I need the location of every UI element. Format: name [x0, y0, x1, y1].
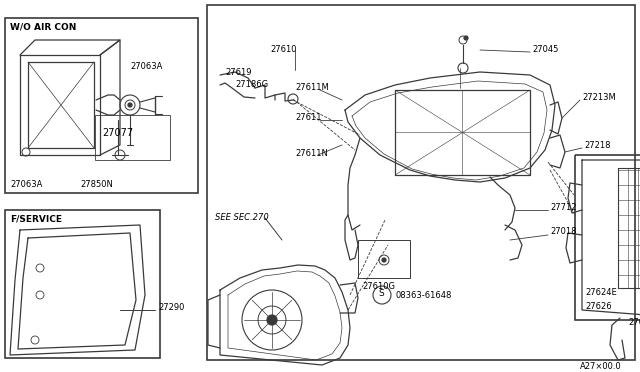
- Text: 27620: 27620: [628, 318, 640, 327]
- Circle shape: [464, 36, 468, 40]
- Bar: [618, 168, 640, 288]
- Bar: [575, 155, 640, 320]
- Text: 27611N: 27611N: [295, 148, 328, 157]
- Text: W/O AIR CON: W/O AIR CON: [10, 22, 76, 31]
- Text: 27626: 27626: [585, 302, 612, 311]
- Text: 27610: 27610: [270, 45, 296, 54]
- Circle shape: [128, 103, 132, 107]
- Text: 27624E: 27624E: [585, 288, 617, 297]
- Text: 27611M: 27611M: [295, 83, 329, 93]
- Text: 27213M: 27213M: [582, 93, 616, 102]
- Circle shape: [267, 315, 277, 325]
- Text: 27063A: 27063A: [10, 180, 42, 189]
- Text: 27850N: 27850N: [80, 180, 113, 189]
- Circle shape: [382, 258, 386, 262]
- Text: 27712: 27712: [550, 202, 577, 212]
- Text: 08363-61648: 08363-61648: [395, 291, 451, 299]
- Text: 27610G: 27610G: [362, 282, 395, 291]
- Bar: [95, 115, 170, 160]
- Text: A27×00.0: A27×00.0: [580, 362, 621, 371]
- Text: 27045: 27045: [532, 45, 558, 54]
- Text: 27186G: 27186G: [235, 80, 268, 89]
- Text: 27077: 27077: [102, 128, 134, 138]
- Bar: [358, 240, 410, 278]
- Text: S: S: [378, 289, 384, 298]
- Text: 27018: 27018: [550, 228, 577, 237]
- Bar: [207, 5, 635, 360]
- Bar: [5, 210, 160, 358]
- Text: 27619: 27619: [225, 68, 252, 77]
- Bar: [5, 18, 198, 193]
- Text: 27063A: 27063A: [130, 62, 163, 71]
- Text: SEE SEC.270: SEE SEC.270: [215, 213, 269, 222]
- Text: 27218: 27218: [584, 141, 611, 150]
- Text: F/SERVICE: F/SERVICE: [10, 214, 62, 223]
- Text: 27290: 27290: [158, 302, 184, 311]
- Text: 27611: 27611: [295, 113, 321, 122]
